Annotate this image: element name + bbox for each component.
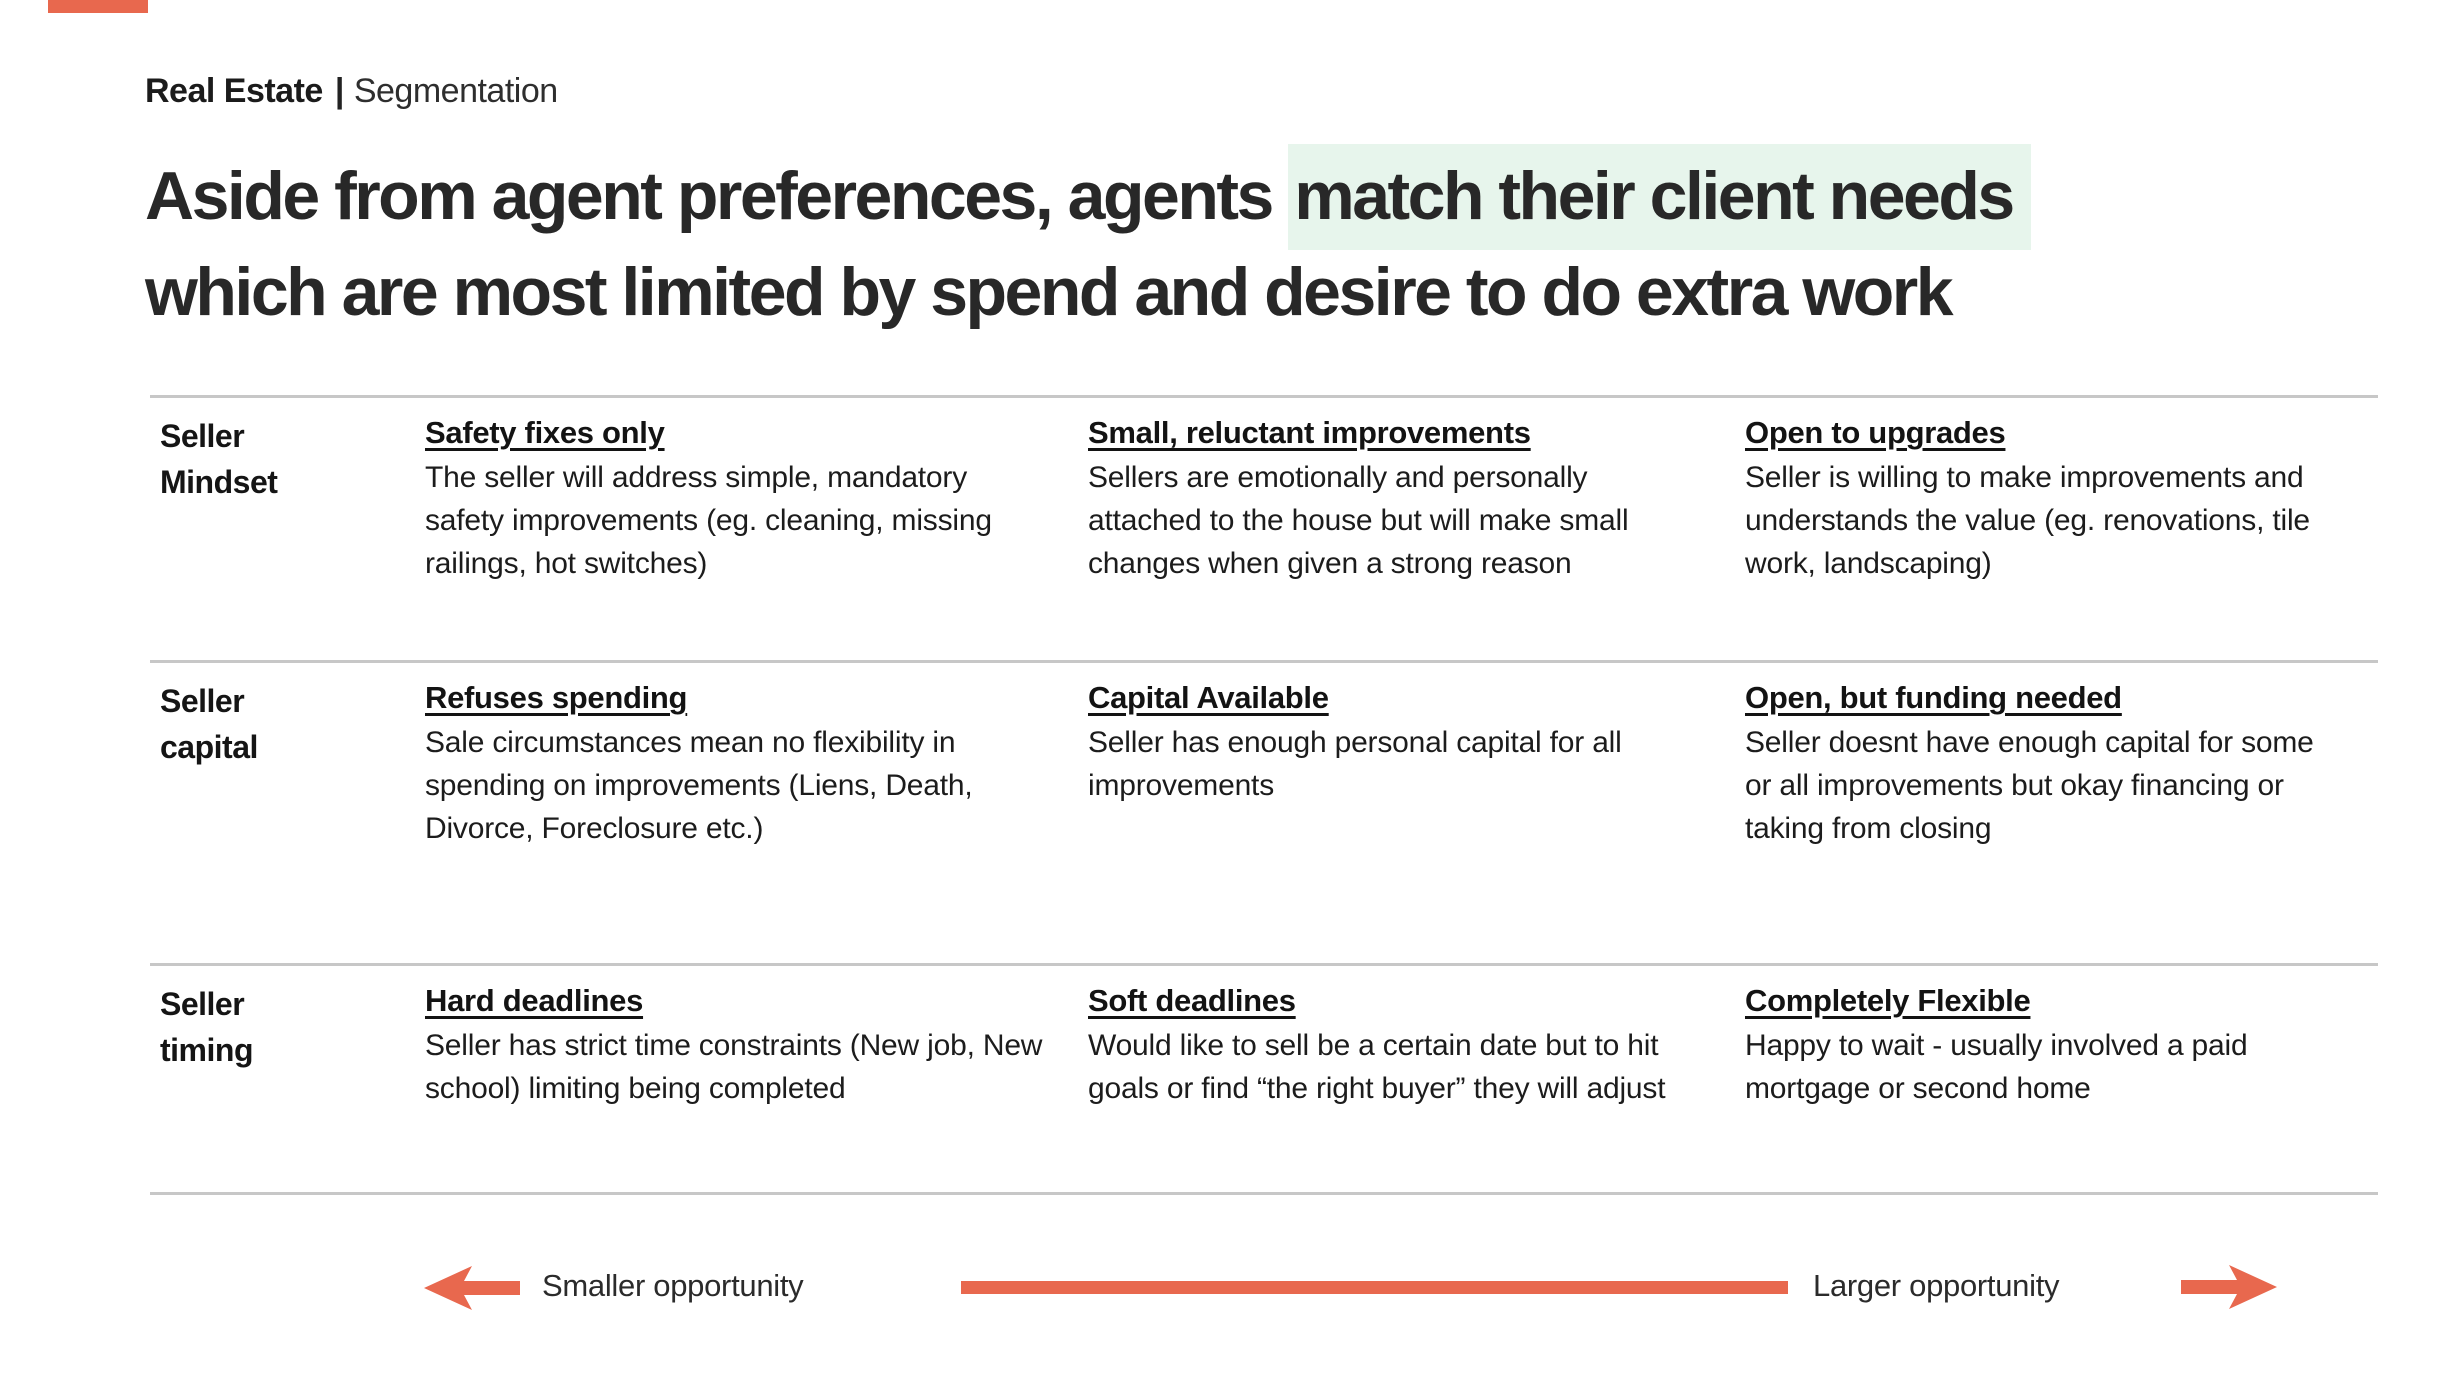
cell-heading: Completely Flexible: [1745, 983, 2031, 1018]
smaller-opportunity-label: Smaller opportunity: [542, 1268, 804, 1303]
cell-heading: Refuses spending: [425, 680, 688, 715]
breadcrumb-separator: |: [334, 72, 345, 110]
breadcrumb-section: Segmentation: [353, 72, 558, 110]
title-highlight: match their client needs: [1288, 144, 2031, 250]
table-cell: Safety fixes only The seller will addres…: [425, 398, 1088, 660]
table-cell: Open, but funding needed Seller doesnt h…: [1745, 663, 2378, 963]
row-label-line: Seller: [160, 986, 245, 1022]
table-cell: Small, reluctant improvements Sellers ar…: [1088, 398, 1745, 660]
breadcrumb: Real Estate | Segmentation: [145, 72, 558, 111]
row-label-line: timing: [160, 1032, 253, 1068]
table-cell: Open to upgrades Seller is willing to ma…: [1745, 398, 2378, 660]
cell-body: Seller doesnt have enough capital for so…: [1745, 726, 2314, 845]
cell-heading: Safety fixes only: [425, 415, 665, 450]
cell-body: Seller has enough personal capital for a…: [1088, 726, 1622, 802]
row-label: Seller timing: [150, 966, 425, 1192]
row-label-line: capital: [160, 729, 258, 765]
table-cell: Soft deadlines Would like to sell be a c…: [1088, 966, 1745, 1192]
table-cell: Refuses spending Sale circumstances mean…: [425, 663, 1088, 963]
table-row-seller-mindset: Seller Mindset Safety fixes only The sel…: [150, 395, 2378, 660]
right-arrow-icon: [2181, 1265, 2277, 1309]
table-row-seller-timing: Seller timing Hard deadlines Seller has …: [150, 963, 2378, 1192]
top-accent-bar: [48, 0, 148, 13]
cell-body: Sellers are emotionally and personally a…: [1088, 461, 1629, 580]
cell-heading: Small, reluctant improvements: [1088, 415, 1531, 450]
cell-body: The seller will address simple, mandator…: [425, 461, 992, 580]
cell-body: Seller is willing to make improvements a…: [1745, 461, 2310, 580]
cell-heading: Open, but funding needed: [1745, 680, 2122, 715]
table-cell: Capital Available Seller has enough pers…: [1088, 663, 1745, 963]
cell-body: Happy to wait - usually involved a paid …: [1745, 1029, 2248, 1105]
cell-body: Would like to sell be a certain date but…: [1088, 1029, 1666, 1105]
cell-heading: Hard deadlines: [425, 983, 644, 1018]
breadcrumb-category: Real Estate: [145, 72, 323, 110]
slide-title-line2: which are most limited by spend and desi…: [145, 254, 1954, 330]
slide-title-line1-text: Aside from agent preferences, agents: [145, 158, 1289, 234]
row-label-line: Mindset: [160, 464, 278, 500]
row-label-line: Seller: [160, 683, 245, 719]
row-label: Seller capital: [150, 663, 425, 963]
row-label: Seller Mindset: [150, 398, 425, 660]
segmentation-table: Seller Mindset Safety fixes only The sel…: [150, 395, 2378, 1195]
slide-title: Aside from agent preferences, agents mat…: [145, 144, 2325, 340]
larger-opportunity-label: Larger opportunity: [1813, 1268, 2060, 1303]
scale-bar: [961, 1281, 1788, 1294]
table-row-seller-capital: Seller capital Refuses spending Sale cir…: [150, 660, 2378, 963]
cell-body: Sale circumstances mean no flexibility i…: [425, 726, 973, 845]
table-cell: Hard deadlines Seller has strict time co…: [425, 966, 1088, 1192]
cell-heading: Soft deadlines: [1088, 983, 1296, 1018]
table-cell: Completely Flexible Happy to wait - usua…: [1745, 966, 2378, 1192]
cell-body: Seller has strict time constraints (New …: [425, 1029, 1043, 1105]
left-arrow-icon: [424, 1266, 520, 1310]
cell-heading: Open to upgrades: [1745, 415, 2006, 450]
row-label-line: Seller: [160, 418, 245, 454]
cell-heading: Capital Available: [1088, 680, 1329, 715]
slide-title-line1: Aside from agent preferences, agents mat…: [145, 144, 2325, 250]
